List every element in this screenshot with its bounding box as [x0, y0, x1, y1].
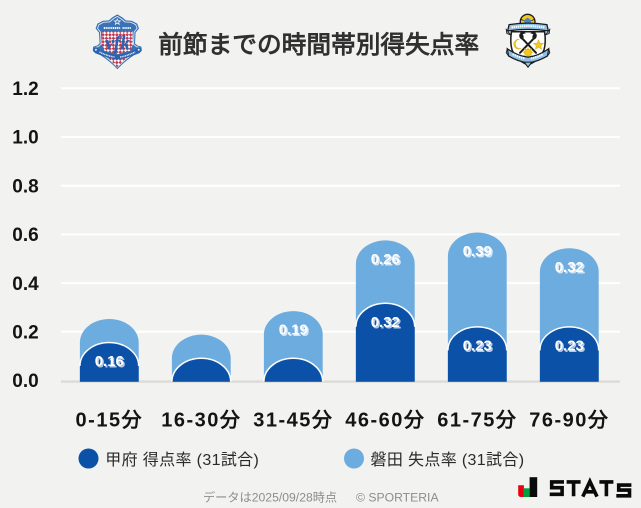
svg-text:0.32: 0.32 [556, 260, 585, 277]
svg-text:16-30分: 16-30分 [161, 408, 241, 431]
svg-text:0.32: 0.32 [372, 315, 401, 332]
svg-text:0.8: 0.8 [12, 176, 38, 197]
svg-text:0.16: 0.16 [96, 355, 125, 372]
svg-text:0.23: 0.23 [556, 339, 585, 356]
svg-text:46-60分: 46-60分 [345, 408, 425, 431]
svg-text:0.26: 0.26 [372, 253, 401, 270]
svg-text:0.23: 0.23 [464, 339, 493, 356]
svg-text:1.0: 1.0 [12, 128, 38, 149]
svg-text:0.23: 0.23 [555, 337, 584, 354]
svg-text:1.2: 1.2 [12, 79, 38, 100]
svg-text:0.39: 0.39 [463, 243, 492, 260]
svg-text:76-90分: 76-90分 [529, 408, 609, 431]
svg-text:© SPORTERIA: © SPORTERIA [356, 490, 439, 504]
svg-text:前節までの時間帯別得失点率: 前節までの時間帯別得失点率 [158, 30, 479, 59]
svg-text:甲府 得点率 (31試合): 甲府 得点率 (31試合) [105, 451, 259, 469]
svg-text:0.6: 0.6 [12, 225, 38, 246]
svg-text:31-45分: 31-45分 [253, 408, 333, 431]
svg-text:0.0: 0.0 [12, 371, 38, 392]
svg-text:vfk: vfk [105, 34, 130, 55]
svg-text:0.23: 0.23 [463, 337, 492, 354]
svg-text:0.16: 0.16 [95, 353, 124, 370]
svg-text:0.19: 0.19 [280, 323, 309, 340]
svg-text:0.26: 0.26 [371, 251, 400, 268]
svg-text:0.19: 0.19 [279, 322, 308, 339]
svg-text:0.32: 0.32 [555, 259, 584, 276]
svg-text:0-15分: 0-15分 [76, 408, 144, 431]
svg-text:0.32: 0.32 [371, 314, 400, 331]
svg-text:0.39: 0.39 [464, 245, 493, 262]
svg-text:データは2025/09/28時点: データは2025/09/28時点 [203, 489, 337, 504]
svg-text:61-75分: 61-75分 [437, 408, 517, 431]
svg-text:磐田 失点率 (31試合): 磐田 失点率 (31試合) [371, 451, 525, 469]
svg-text:0.2: 0.2 [12, 323, 38, 344]
svg-text:0.4: 0.4 [12, 274, 39, 295]
